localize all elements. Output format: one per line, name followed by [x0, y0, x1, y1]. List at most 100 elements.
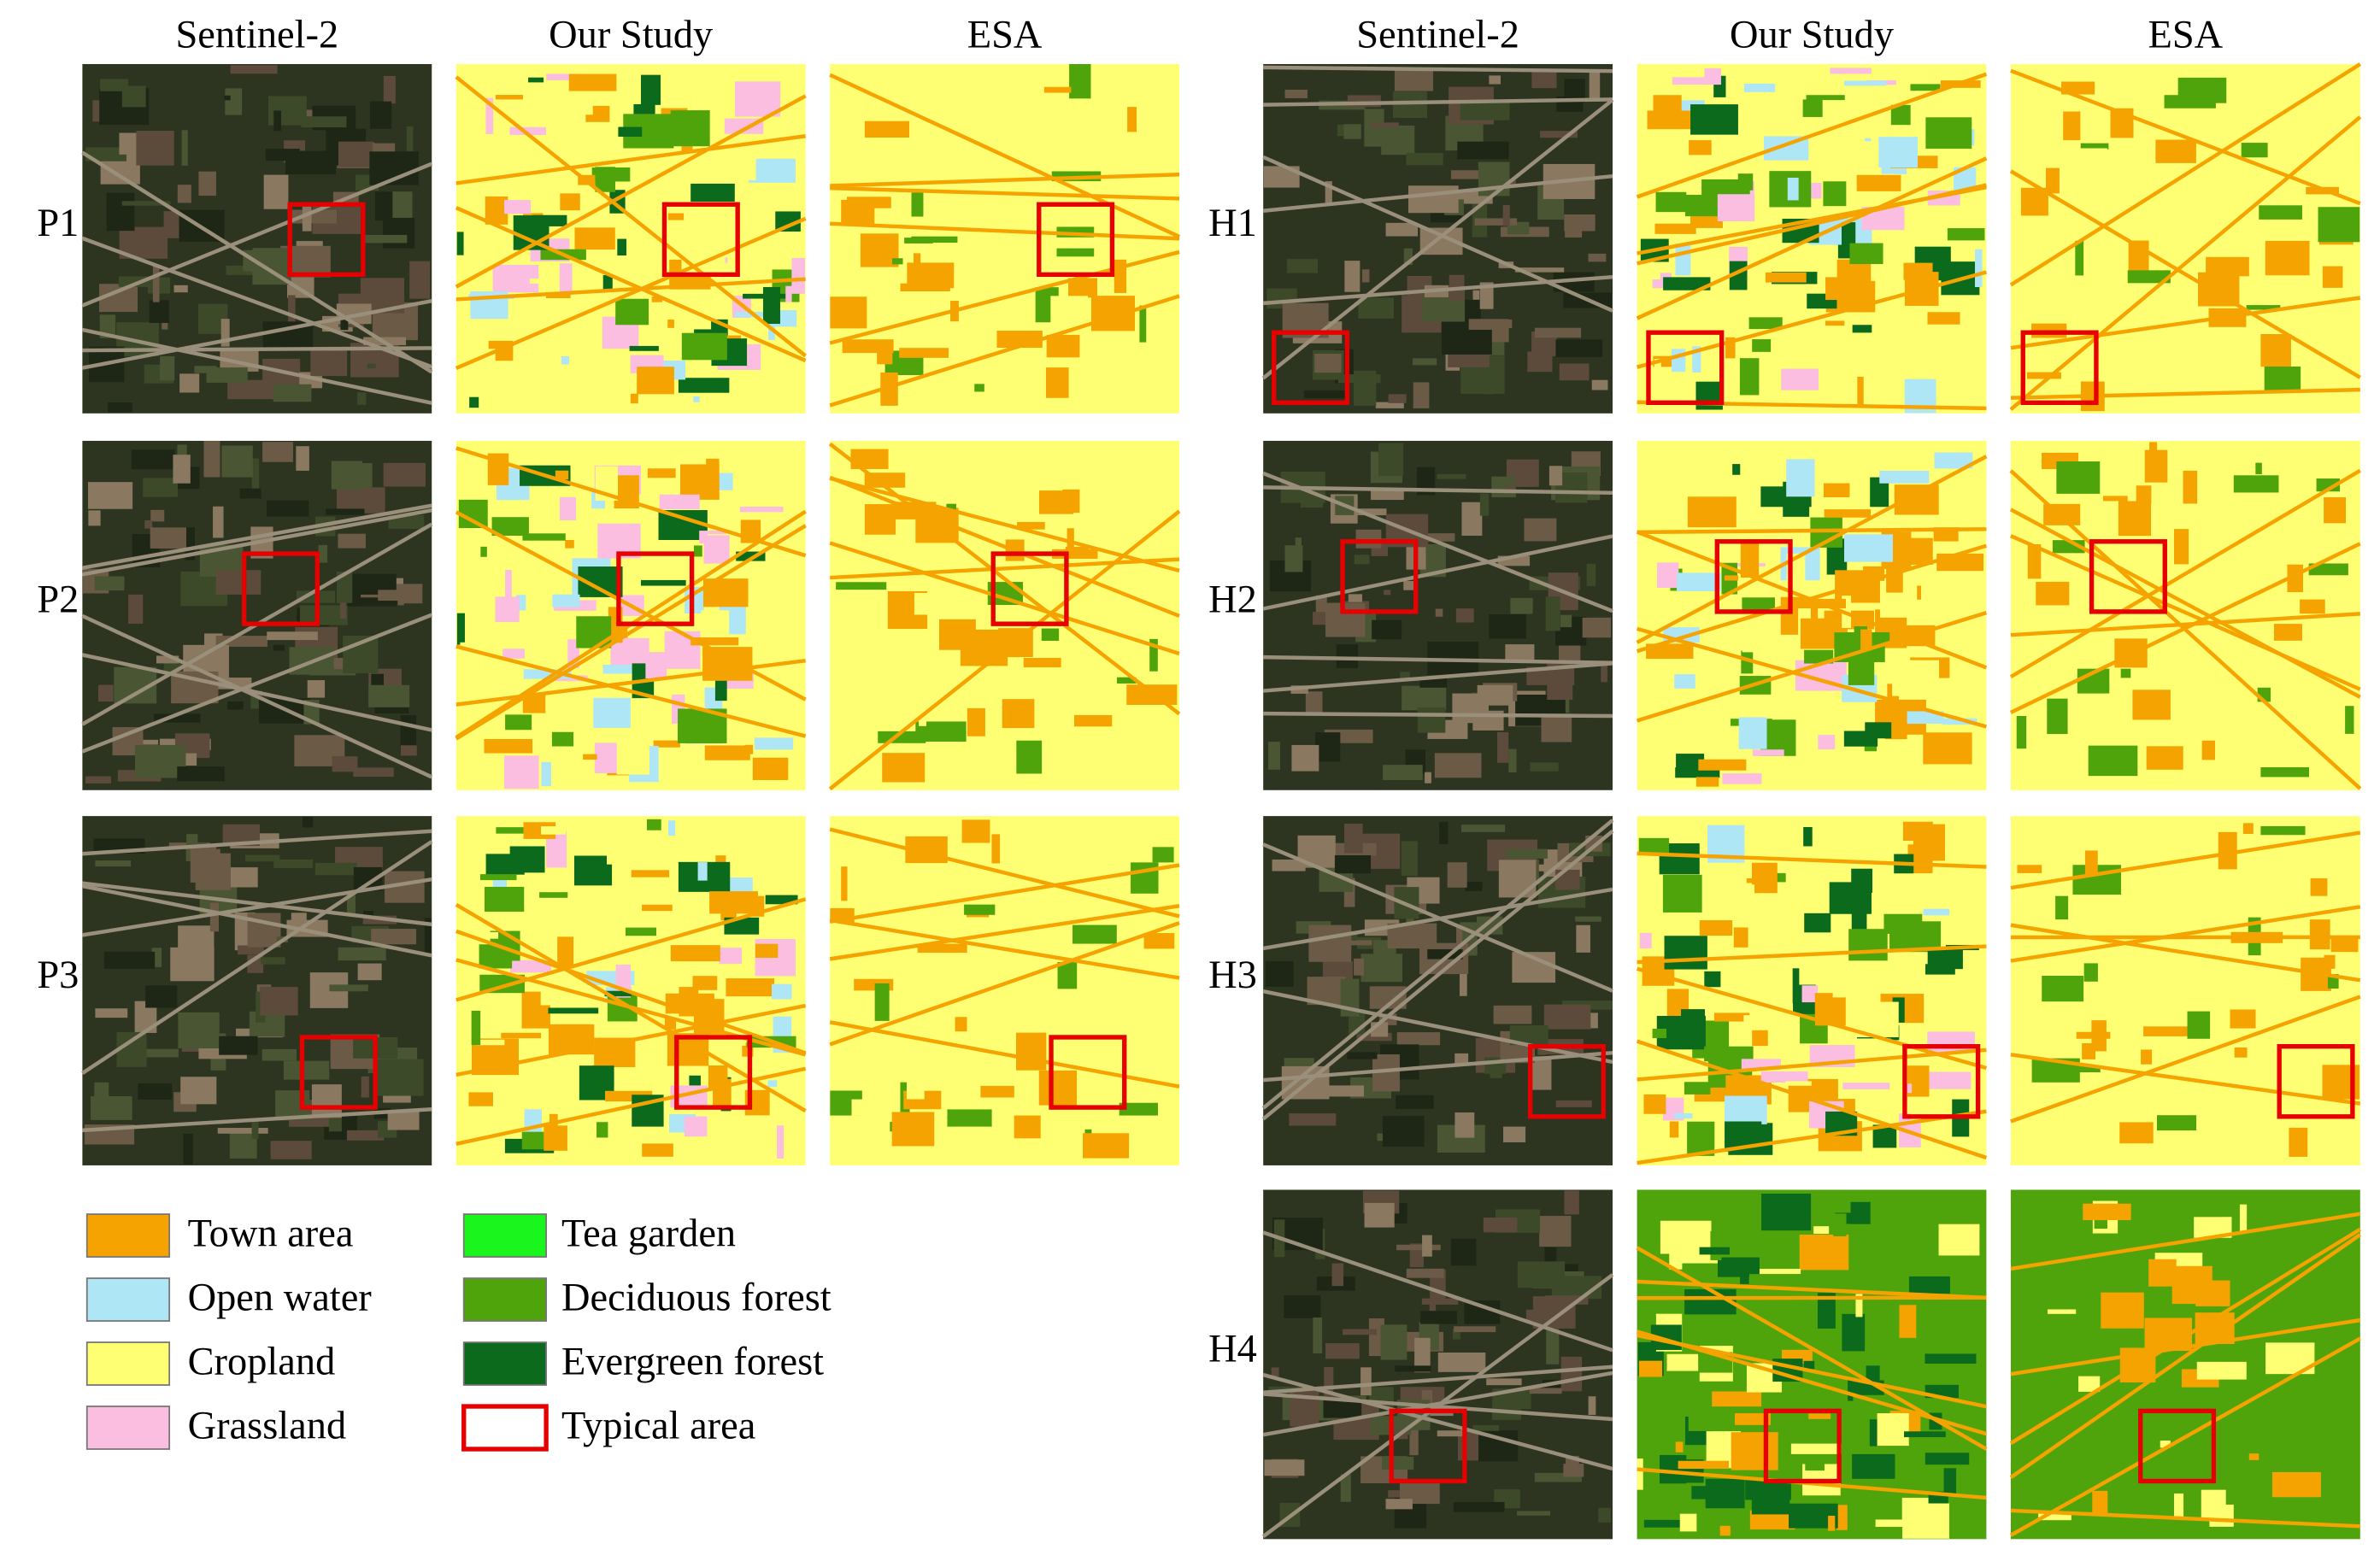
road	[2009, 1233, 2362, 1480]
texture	[1781, 368, 1819, 390]
texture	[194, 366, 217, 373]
texture	[670, 110, 710, 147]
texture	[1450, 170, 1483, 179]
texture	[1434, 753, 1482, 778]
texture	[574, 227, 615, 250]
texture	[1497, 555, 1531, 566]
texture	[1072, 924, 1117, 944]
texture	[664, 1018, 677, 1030]
map-panel	[2009, 1189, 2362, 1540]
road	[2009, 468, 2361, 679]
texture	[509, 172, 524, 208]
texture	[1354, 958, 1365, 976]
texture	[180, 1077, 217, 1105]
texture	[1638, 837, 1670, 853]
texture	[1131, 862, 1159, 894]
texture	[1149, 1114, 1161, 1124]
texture	[2330, 938, 2359, 953]
texture	[2127, 270, 2171, 284]
texture	[213, 506, 224, 538]
texture	[1325, 602, 1366, 637]
texture	[646, 819, 661, 830]
texture	[522, 533, 566, 541]
texture	[1564, 1190, 1579, 1215]
texture	[552, 594, 580, 607]
road	[829, 827, 1180, 918]
texture	[504, 200, 532, 214]
texture	[2269, 145, 2314, 156]
texture	[1712, 1391, 1762, 1407]
texture	[1289, 1113, 1337, 1126]
road	[2010, 1508, 2360, 1529]
texture	[163, 211, 179, 238]
texture	[2119, 1122, 2154, 1144]
texture	[1422, 1235, 1432, 1257]
texture	[2142, 850, 2188, 862]
texture	[1601, 660, 1607, 683]
texture	[702, 647, 753, 681]
texture	[388, 515, 425, 529]
texture	[354, 597, 398, 606]
texture	[866, 1082, 887, 1089]
texture	[548, 1007, 599, 1014]
texture	[1497, 731, 1509, 763]
texture	[2201, 740, 2216, 760]
texture	[882, 753, 926, 783]
texture	[144, 519, 153, 529]
texture	[1514, 267, 1565, 273]
texture	[387, 1111, 420, 1130]
texture	[1486, 1378, 1522, 1386]
texture	[659, 835, 681, 867]
texture	[681, 332, 727, 361]
texture	[2017, 865, 2042, 873]
texture	[1870, 477, 1889, 508]
typical-area-box	[1272, 330, 1350, 405]
texture	[915, 721, 967, 742]
map-panel	[455, 816, 807, 1165]
road	[2010, 1053, 2361, 1106]
map-panel	[1636, 1189, 1988, 1540]
texture	[2181, 208, 2192, 225]
texture	[539, 892, 568, 898]
typical-area-box	[1763, 1408, 1842, 1484]
road	[2010, 387, 2360, 400]
texture	[221, 445, 253, 478]
texture	[1372, 619, 1402, 640]
map-panel	[2009, 440, 2362, 790]
texture	[1902, 1503, 1950, 1539]
texture	[1752, 1030, 1768, 1047]
texture	[340, 320, 349, 331]
texture	[1674, 1112, 1693, 1119]
texture	[1725, 1095, 1767, 1124]
road	[1637, 1295, 1987, 1300]
texture	[369, 101, 392, 129]
row-label: P1	[37, 202, 79, 245]
texture	[361, 1076, 369, 1098]
texture	[1053, 237, 1099, 249]
texture	[1588, 1396, 1596, 1416]
texture	[1385, 1499, 1413, 1510]
texture	[1477, 684, 1513, 706]
texture	[1312, 1085, 1365, 1097]
texture	[1331, 1263, 1344, 1287]
texture	[2075, 240, 2084, 276]
texture	[670, 945, 720, 962]
texture	[1447, 862, 1467, 888]
road	[455, 929, 807, 1055]
texture	[263, 174, 289, 209]
texture	[1878, 137, 1919, 168]
road	[2009, 508, 2361, 699]
texture	[504, 755, 539, 789]
texture	[1732, 884, 1755, 901]
texture	[692, 976, 718, 990]
texture	[273, 644, 285, 651]
texture	[1747, 991, 1784, 997]
texture	[2033, 107, 2064, 129]
texture	[2322, 687, 2350, 706]
legend-label: Town area	[188, 1212, 354, 1256]
texture	[1857, 376, 1864, 407]
texture	[629, 468, 676, 478]
texture	[546, 73, 582, 80]
texture	[1647, 110, 1693, 130]
